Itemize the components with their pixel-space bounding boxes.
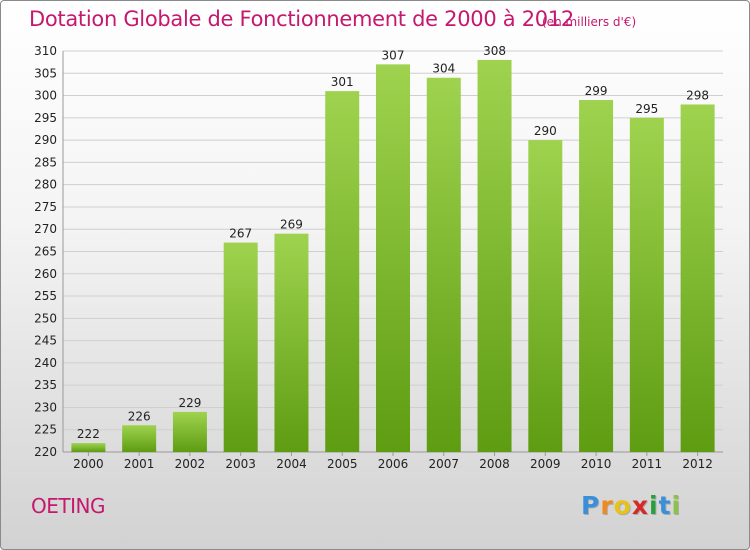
- x-tick-label: 2010: [581, 457, 612, 471]
- y-tick-label: 300: [34, 89, 57, 103]
- bar-2010: [579, 100, 614, 452]
- x-tick-label: 2007: [428, 457, 459, 471]
- y-tick-label: 220: [34, 445, 57, 459]
- x-tick-label: 2006: [378, 457, 409, 471]
- x-tick-label: 2000: [73, 457, 104, 471]
- bar-2009: [528, 140, 563, 452]
- data-labels: 222 226 229 267 269 301 307 304 308 290 299 295 298: [77, 44, 709, 441]
- logo-letter: i: [649, 491, 659, 520]
- chart-title: Dotation Globale de Fonctionnement de 20…: [29, 7, 574, 31]
- bar-2001: [122, 425, 157, 452]
- data-label: 226: [128, 409, 151, 423]
- y-tick-label: 290: [34, 133, 57, 147]
- data-label: 267: [229, 227, 252, 241]
- logo-letter: o: [613, 491, 632, 520]
- data-label: 298: [686, 88, 709, 102]
- y-tick-label: 255: [34, 289, 57, 303]
- x-tick-label: 2004: [276, 457, 307, 471]
- y-tick-label: 310: [34, 44, 57, 58]
- data-label: 295: [635, 102, 658, 116]
- bar-2012: [680, 104, 715, 452]
- bars: [71, 59, 715, 453]
- y-tick-label: 235: [34, 378, 57, 392]
- y-tick-label: 285: [34, 155, 57, 169]
- proxiti-logo[interactable]: Proxiti: [581, 491, 681, 520]
- logo-letter: P: [581, 491, 601, 520]
- y-tick-label: 280: [34, 178, 57, 192]
- commune-name: OETING: [31, 494, 105, 518]
- data-label: 308: [483, 44, 506, 58]
- bar-2004: [274, 233, 309, 452]
- data-label: 301: [331, 75, 354, 89]
- bar-2007: [426, 77, 461, 452]
- x-tick-label: 2012: [682, 457, 713, 471]
- x-tick-label: 2011: [632, 457, 663, 471]
- logo-letter: i: [671, 491, 682, 520]
- data-label: 299: [585, 84, 608, 98]
- chart-subtitle: (en milliers d'€): [542, 15, 637, 29]
- x-tick-label: 2001: [124, 457, 155, 471]
- data-label: 290: [534, 124, 557, 138]
- logo-letter: x: [631, 491, 649, 520]
- bar-2002: [172, 411, 207, 452]
- data-label: 304: [432, 62, 455, 76]
- y-tick-label: 295: [34, 111, 57, 125]
- data-label: 269: [280, 218, 303, 232]
- y-tick-label: 265: [34, 245, 57, 259]
- logo-letter: r: [600, 491, 614, 520]
- y-tick-label: 230: [34, 400, 57, 414]
- y-axis-ticks: 220 225 230 235 240 245 250 255 260 265 270 275 280 2…: [34, 44, 57, 459]
- data-label: 307: [382, 48, 405, 62]
- y-tick-label: 305: [34, 66, 57, 80]
- y-tick-label: 250: [34, 311, 57, 325]
- x-tick-label: 2002: [175, 457, 206, 471]
- x-axis-ticks: 2000 2001 2002 2003 2004 2005 2006 2007 2008 2009…: [73, 452, 713, 471]
- y-tick-label: 270: [34, 222, 57, 236]
- y-tick-label: 245: [34, 334, 57, 348]
- data-label: 222: [77, 427, 100, 441]
- x-tick-label: 2003: [225, 457, 256, 471]
- y-tick-label: 260: [34, 267, 57, 281]
- bar-2003: [223, 242, 258, 452]
- bar-2000: [71, 443, 106, 452]
- x-tick-label: 2008: [479, 457, 510, 471]
- y-tick-label: 275: [34, 200, 57, 214]
- bar-2005: [325, 91, 360, 452]
- logo-letter: t: [658, 491, 672, 520]
- x-tick-label: 2005: [327, 457, 358, 471]
- bar-2006: [376, 64, 410, 452]
- data-label: 229: [178, 396, 201, 410]
- y-tick-label: 240: [34, 356, 57, 370]
- bar-2011: [629, 117, 664, 452]
- bar-2008: [477, 59, 512, 453]
- x-tick-label: 2009: [530, 457, 561, 471]
- y-tick-label: 225: [34, 423, 57, 437]
